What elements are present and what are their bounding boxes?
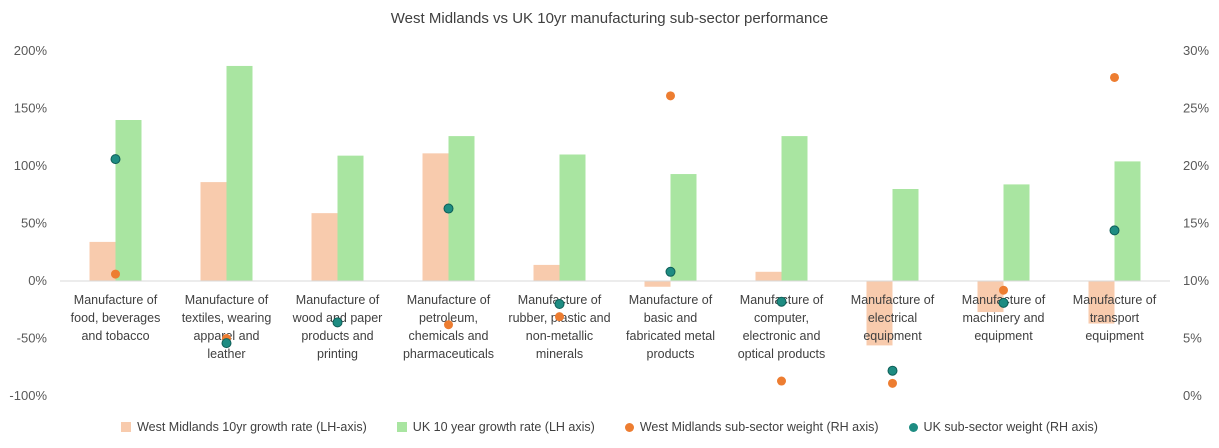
wm-growth-bar [644,281,671,287]
uk-weight-point [665,266,676,277]
uk-weight-point [443,203,454,214]
uk-weight-point [110,154,121,165]
legend-swatch [624,422,634,432]
left-axis-tick: -50% [17,331,48,346]
right-axis-tick: 25% [1183,101,1209,116]
legend-label: West Midlands 10yr growth rate (LH-axis) [137,420,367,434]
category-label: Manufacture of transport equipment [1073,293,1157,343]
wm-growth-bar [866,281,893,346]
left-axis-tick: 50% [21,216,47,231]
uk-growth-bar [781,136,808,281]
uk-growth-bar [337,155,364,281]
wm-growth-bar [755,271,782,281]
wm-weight-point [111,269,120,279]
left-axis-tick: 100% [14,158,48,173]
legend-label: UK sub-sector weight (RH axis) [923,420,1098,434]
right-axis-tick: 20% [1183,158,1209,173]
legend: West Midlands 10yr growth rate (LH-axis)… [0,420,1219,434]
wm-growth-bar [422,153,449,281]
wm-weight-point [555,312,564,322]
wm-weight-point [1110,72,1119,82]
wm-weight-point [888,378,897,388]
uk-weight-point [998,297,1009,308]
left-axis-tick: 0% [28,273,47,288]
wm-growth-bar [977,281,1004,313]
legend-item: UK 10 year growth rate (LH axis) [396,420,595,434]
legend-label: UK 10 year growth rate (LH axis) [412,420,595,434]
wm-growth-bar [1088,281,1115,324]
wm-weight-point [444,320,453,330]
wm-weight-point [777,376,786,386]
wm-weight-point [999,285,1008,295]
uk-weight-point [554,299,565,309]
uk-weight-point [1109,225,1120,236]
wm-weight-point [666,91,675,101]
category-label: Manufacture of textiles, wearing apparel a… [182,293,272,361]
left-axis-tick: 200% [14,43,48,58]
right-axis-tick: 15% [1183,216,1209,231]
left-axis-tick: 150% [14,101,48,116]
category-label: Manufacture of food, beverages and tobacco [71,293,161,343]
uk-weight-point [776,296,787,307]
wm-growth-bar [311,213,338,281]
uk-growth-bar [115,120,142,281]
chart-title: West Midlands vs UK 10yr manufacturing s… [390,10,829,27]
legend-label: West Midlands sub-sector weight (RH axis… [639,420,879,434]
category-label: Manufacture of petroleum, chemicals and pha… [403,293,494,361]
uk-growth-bar [892,189,919,281]
right-axis-tick: 0% [1183,388,1202,403]
legend-item: West Midlands 10yr growth rate (LH-axis) [121,420,367,434]
uk-growth-bar [226,65,253,281]
legend-item: UK sub-sector weight (RH axis) [908,420,1098,434]
uk-weight-point [221,338,232,349]
uk-weight-point [887,365,898,376]
right-axis-tick: 10% [1183,273,1209,288]
right-axis-tick: 5% [1183,331,1202,346]
right-axis-tick: 30% [1183,43,1209,58]
uk-growth-bar [670,174,697,281]
left-axis-tick: -100% [9,388,47,403]
uk-growth-bar [1114,161,1141,281]
wm-growth-bar [533,264,560,281]
category-label: Manufacture of electrical equipment [851,293,935,343]
legend-swatch [396,422,407,432]
legend-item: West Midlands sub-sector weight (RH axis… [624,420,879,434]
uk-growth-bar [559,154,586,281]
category-label: Manufacture of basic and fabricated metal p… [626,293,715,361]
legend-swatch [908,422,918,432]
uk-weight-point [332,317,343,328]
wm-growth-bar [200,182,227,281]
uk-growth-bar [1003,184,1030,281]
legend-swatch [121,422,132,432]
